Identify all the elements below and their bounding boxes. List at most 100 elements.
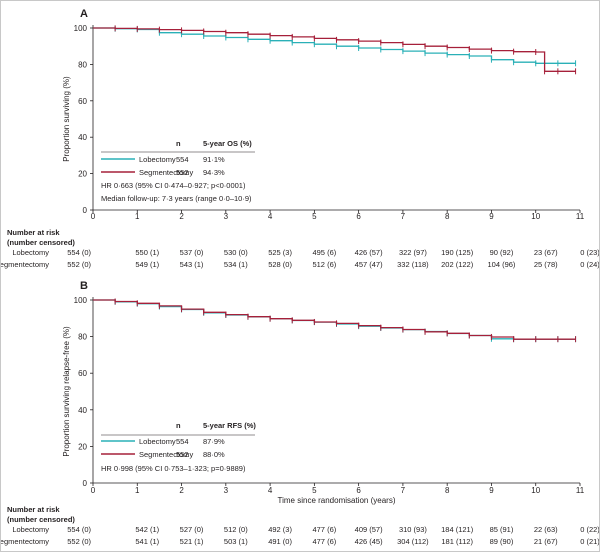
risk-value: 190 (125) [441,248,474,257]
risk-table-title: Number at risk [7,228,60,237]
risk-value: 89 (90) [490,537,514,546]
y-tick-label: 100 [74,24,88,33]
x-tick-label: 0 [91,212,96,221]
y-tick-label: 60 [78,97,87,106]
risk-value: 525 (3) [268,248,292,257]
x-tick-label: 6 [356,486,361,495]
legend-n-segmentectomy: 552 [176,450,189,459]
risk-value: 492 (3) [268,525,292,534]
x-tick-label: 10 [531,486,540,495]
x-tick-label: 4 [268,212,273,221]
risk-row-label: Segmentectomy [1,260,49,269]
legend-label-segmentectomy: Segmentectomy [139,450,193,459]
y-tick-label: 100 [74,296,88,305]
risk-value: 521 (1) [180,537,204,546]
risk-value: 554 (0) [67,248,91,257]
risk-row-label: Lobectomy [12,248,49,257]
x-tick-label: 5 [312,212,317,221]
y-axis-label: Proportion surviving relapse-free (%) [62,326,71,457]
y-tick-label: 60 [78,369,87,378]
legend-label-lobectomy: Lobectomy [139,155,176,164]
y-tick-label: 40 [78,133,87,142]
x-tick-label: 9 [489,212,494,221]
x-tick-label: 2 [179,486,184,495]
risk-value: 552 (0) [67,260,91,269]
risk-value: 304 (112) [397,537,429,546]
risk-value: 541 (1) [135,537,159,546]
risk-value: 477 (6) [312,525,336,534]
x-tick-label: 1 [135,486,140,495]
risk-value: 25 (78) [534,260,558,269]
y-tick-label: 80 [78,333,87,342]
x-tick-label: 7 [401,486,406,495]
risk-value: 512 (6) [312,260,336,269]
risk-value: 491 (0) [268,537,292,546]
x-tick-label: 4 [268,486,273,495]
x-tick-label: 2 [179,212,184,221]
x-tick-label: 6 [356,212,361,221]
km-curve-lobectomy [93,27,576,64]
x-axis-label: Time since randomisation (years) [278,496,396,505]
risk-value: 22 (63) [534,525,558,534]
risk-row-label: Lobectomy [12,525,49,534]
risk-value: 0 (21) [580,537,599,546]
risk-value: 0 (24) [580,260,599,269]
risk-value: 90 (92) [490,248,514,257]
risk-value: 543 (1) [180,260,204,269]
y-tick-label: 0 [83,206,88,215]
legend-n-segmentectomy: 552 [176,168,189,177]
risk-value: 512 (0) [224,525,248,534]
risk-value: 21 (67) [534,537,558,546]
x-tick-label: 5 [312,486,317,495]
risk-value: 495 (6) [312,248,336,257]
y-tick-label: 20 [78,442,87,451]
legend-label-lobectomy: Lobectomy [139,437,176,446]
risk-value: 549 (1) [135,260,159,269]
legend-rate-lobectomy: 91·1% [203,155,225,164]
risk-value: 537 (0) [180,248,204,257]
y-tick-label: 40 [78,406,87,415]
stats-line: HR 0·663 (95% CI 0·474–0·927; p<0·0001) [101,181,246,190]
stats-line: HR 0·998 (95% CI 0·753–1·323; p=0·9889) [101,464,246,473]
risk-row-label: Segmentectomy [1,537,49,546]
risk-value: 527 (0) [180,525,204,534]
risk-value: 310 (93) [399,525,427,534]
risk-value: 426 (57) [355,248,383,257]
legend-label-segmentectomy: Segmentectomy [139,168,193,177]
table-header-rate: 5-year RFS (%) [203,421,256,430]
risk-value: 426 (45) [355,537,383,546]
x-tick-label: 8 [445,486,450,495]
risk-value: 23 (67) [534,248,558,257]
risk-value: 552 (0) [67,537,91,546]
risk-value: 550 (1) [135,248,159,257]
risk-value: 332 (118) [397,260,429,269]
risk-table-title: (number censored) [7,238,75,247]
x-tick-label: 1 [135,212,140,221]
x-tick-label: 7 [401,212,406,221]
legend-rate-segmentectomy: 94·3% [203,168,225,177]
table-header-n: n [176,421,181,430]
risk-value: 85 (91) [490,525,514,534]
risk-value: 457 (47) [355,260,383,269]
risk-value: 104 (96) [487,260,515,269]
table-header-n: n [176,139,181,148]
risk-value: 0 (22) [580,525,599,534]
risk-value: 202 (122) [441,260,474,269]
risk-value: 181 (112) [441,537,473,546]
km-curve-segmentectomy [93,27,576,72]
risk-value: 322 (97) [399,248,427,257]
risk-value: 534 (1) [224,260,248,269]
y-axis-label: Proportion surviving (%) [62,76,71,162]
x-tick-label: 8 [445,212,450,221]
risk-value: 530 (0) [224,248,248,257]
legend-n-lobectomy: 554 [176,155,189,164]
x-tick-label: 9 [489,486,494,495]
x-tick-label: 11 [576,212,585,221]
risk-value: 477 (6) [312,537,336,546]
legend-n-lobectomy: 554 [176,437,189,446]
risk-table-title: (number censored) [7,515,75,524]
stats-line: Median follow-up: 7·3 years (range 0·0–1… [101,194,252,203]
risk-value: 528 (0) [268,260,292,269]
risk-value: 554 (0) [67,525,91,534]
risk-value: 542 (1) [135,525,159,534]
